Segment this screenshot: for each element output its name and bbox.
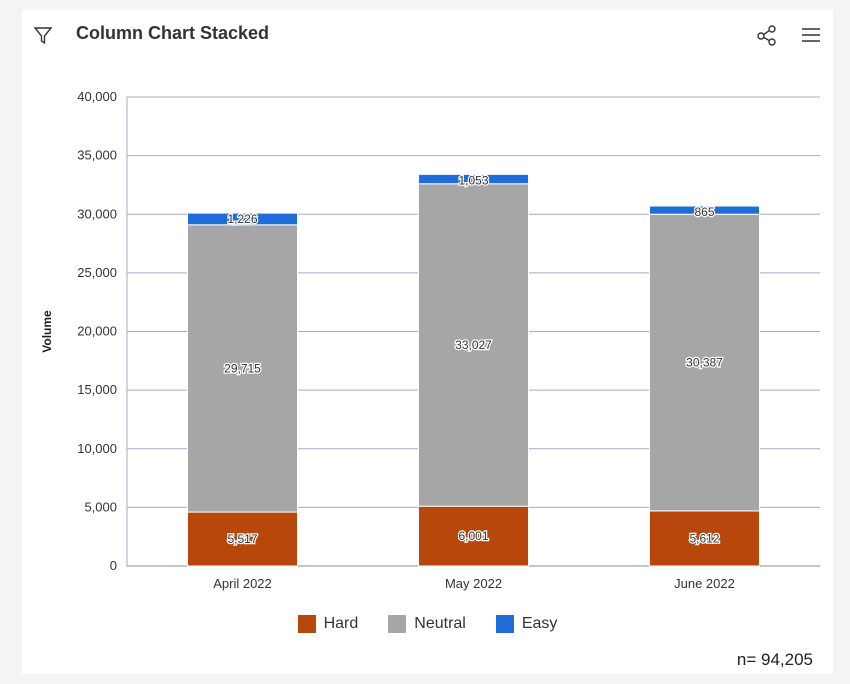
stacked-column-chart: 0 5,000 10,000 15,000 20,000 25,000 30,000 35,0…	[40, 89, 820, 591]
bar-segment-neutral	[187, 224, 298, 513]
x-tick-label: May 2022	[445, 576, 502, 591]
y-tick-label: 15,000	[77, 382, 117, 397]
bar-segment-hard	[649, 510, 760, 567]
hamburger-menu-icon[interactable]	[800, 24, 822, 46]
legend-swatch	[297, 615, 316, 633]
legend-swatch	[388, 615, 407, 633]
y-tick-label: 25,000	[77, 265, 117, 280]
bar-segment-easy	[187, 212, 298, 226]
data-label: 5,612	[689, 531, 719, 545]
y-tick-label: 0	[110, 558, 117, 573]
y-tick-label: 10,000	[77, 441, 117, 456]
y-tick-label: 5,000	[84, 499, 117, 514]
chart-card: Column Chart Stacked 0 5,000 10,000 15,000 2…	[22, 10, 833, 674]
legend-label: Neutral	[414, 615, 466, 632]
bar-segment-easy	[649, 205, 760, 215]
data-label: 1,053	[458, 173, 488, 187]
data-label: 1,226	[227, 212, 257, 226]
legend-label: Hard	[323, 615, 359, 632]
x-tick-label: April 2022	[213, 576, 272, 591]
y-tick-label: 30,000	[77, 206, 117, 221]
bar-segment-neutral	[418, 183, 529, 507]
data-label: 30,387	[686, 356, 723, 370]
bar-segment-easy	[418, 173, 529, 185]
share-icon[interactable]	[756, 24, 778, 46]
data-label: 6,001	[458, 529, 488, 543]
y-tick-label: 40,000	[77, 89, 117, 104]
legend-label: Easy	[521, 615, 558, 632]
x-tick-label: June 2022	[674, 576, 735, 591]
sample-size: n= 94,205	[736, 650, 813, 669]
y-axis-title: Volume	[40, 310, 54, 353]
legend-item-easy[interactable]: Easy	[495, 615, 558, 633]
y-tick-label: 20,000	[77, 324, 117, 339]
data-label: 33,027	[455, 338, 492, 352]
legend: Hard Neutral Easy	[22, 615, 833, 633]
chart-title: Column Chart Stacked	[76, 23, 270, 43]
bar-segment-hard	[187, 511, 298, 567]
legend-item-neutral[interactable]: Neutral	[388, 615, 466, 633]
legend-swatch	[495, 615, 514, 633]
data-label: 29,715	[224, 361, 261, 375]
data-label: 865	[694, 205, 714, 219]
legend-item-hard[interactable]: Hard	[297, 615, 359, 633]
bar-segment-hard	[418, 505, 529, 567]
data-label: 5,517	[227, 532, 257, 546]
filter-icon[interactable]	[32, 24, 54, 46]
y-tick-label: 35,000	[77, 148, 117, 163]
